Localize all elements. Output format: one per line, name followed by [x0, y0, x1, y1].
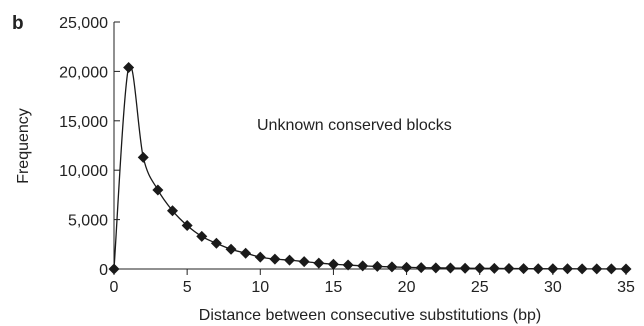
data-point: [269, 253, 281, 265]
data-point: [210, 237, 222, 249]
data-point: [298, 256, 310, 268]
data-point: [240, 247, 252, 259]
y-tick-label: 15,000: [59, 114, 108, 131]
x-tick-label: 25: [471, 279, 489, 296]
data-point: [488, 262, 500, 274]
y-tick-label: 10,000: [59, 163, 108, 180]
x-tick-label: 15: [325, 279, 343, 296]
data-point: [430, 262, 442, 274]
data-point: [342, 259, 354, 271]
chart-annotation: Unknown conserved blocks: [257, 117, 452, 134]
data-point: [284, 254, 296, 266]
data-point: [254, 251, 266, 263]
y-tick-label: 0: [99, 262, 108, 279]
data-markers: [108, 61, 632, 275]
x-tick-label: 0: [110, 279, 119, 296]
data-point: [123, 61, 135, 73]
x-tick-label: 5: [183, 279, 192, 296]
x-axis-title: Distance between consecutive substitutio…: [199, 307, 541, 324]
data-point: [108, 263, 120, 275]
data-point: [371, 260, 383, 272]
axes: [113, 22, 629, 270]
data-point: [225, 243, 237, 255]
data-point: [459, 262, 471, 274]
data-point: [561, 263, 573, 275]
x-axis-ticks: 0 5 10 15 20 25 30 35: [110, 269, 635, 296]
panel-label: b: [12, 13, 24, 34]
data-point: [532, 263, 544, 275]
data-point: [620, 263, 632, 275]
data-point: [137, 151, 149, 163]
data-point: [503, 263, 515, 275]
data-point: [444, 262, 456, 274]
data-point: [196, 230, 208, 242]
data-point: [327, 258, 339, 270]
x-tick-label: 20: [398, 279, 416, 296]
x-tick-label: 10: [251, 279, 269, 296]
data-point: [313, 257, 325, 269]
data-point: [152, 184, 164, 196]
data-point: [547, 263, 559, 275]
y-axis-ticks: 0 5,000 10,000 15,000 20,000 25,000: [59, 15, 120, 279]
data-point: [518, 263, 530, 275]
data-point: [167, 205, 179, 217]
series-line: [113, 64, 627, 270]
y-axis-title: Frequency: [15, 108, 32, 184]
x-tick-label: 30: [544, 279, 562, 296]
y-tick-label: 5,000: [68, 213, 108, 230]
data-point: [415, 262, 427, 274]
data-point: [181, 220, 193, 232]
y-tick-label: 25,000: [59, 15, 108, 32]
data-point: [576, 263, 588, 275]
y-tick-label: 20,000: [59, 64, 108, 81]
x-tick-label: 35: [617, 279, 635, 296]
data-point: [474, 262, 486, 274]
data-point: [386, 261, 398, 273]
data-point: [357, 260, 369, 272]
data-point: [605, 263, 617, 275]
data-point: [401, 261, 413, 273]
data-point: [591, 263, 603, 275]
